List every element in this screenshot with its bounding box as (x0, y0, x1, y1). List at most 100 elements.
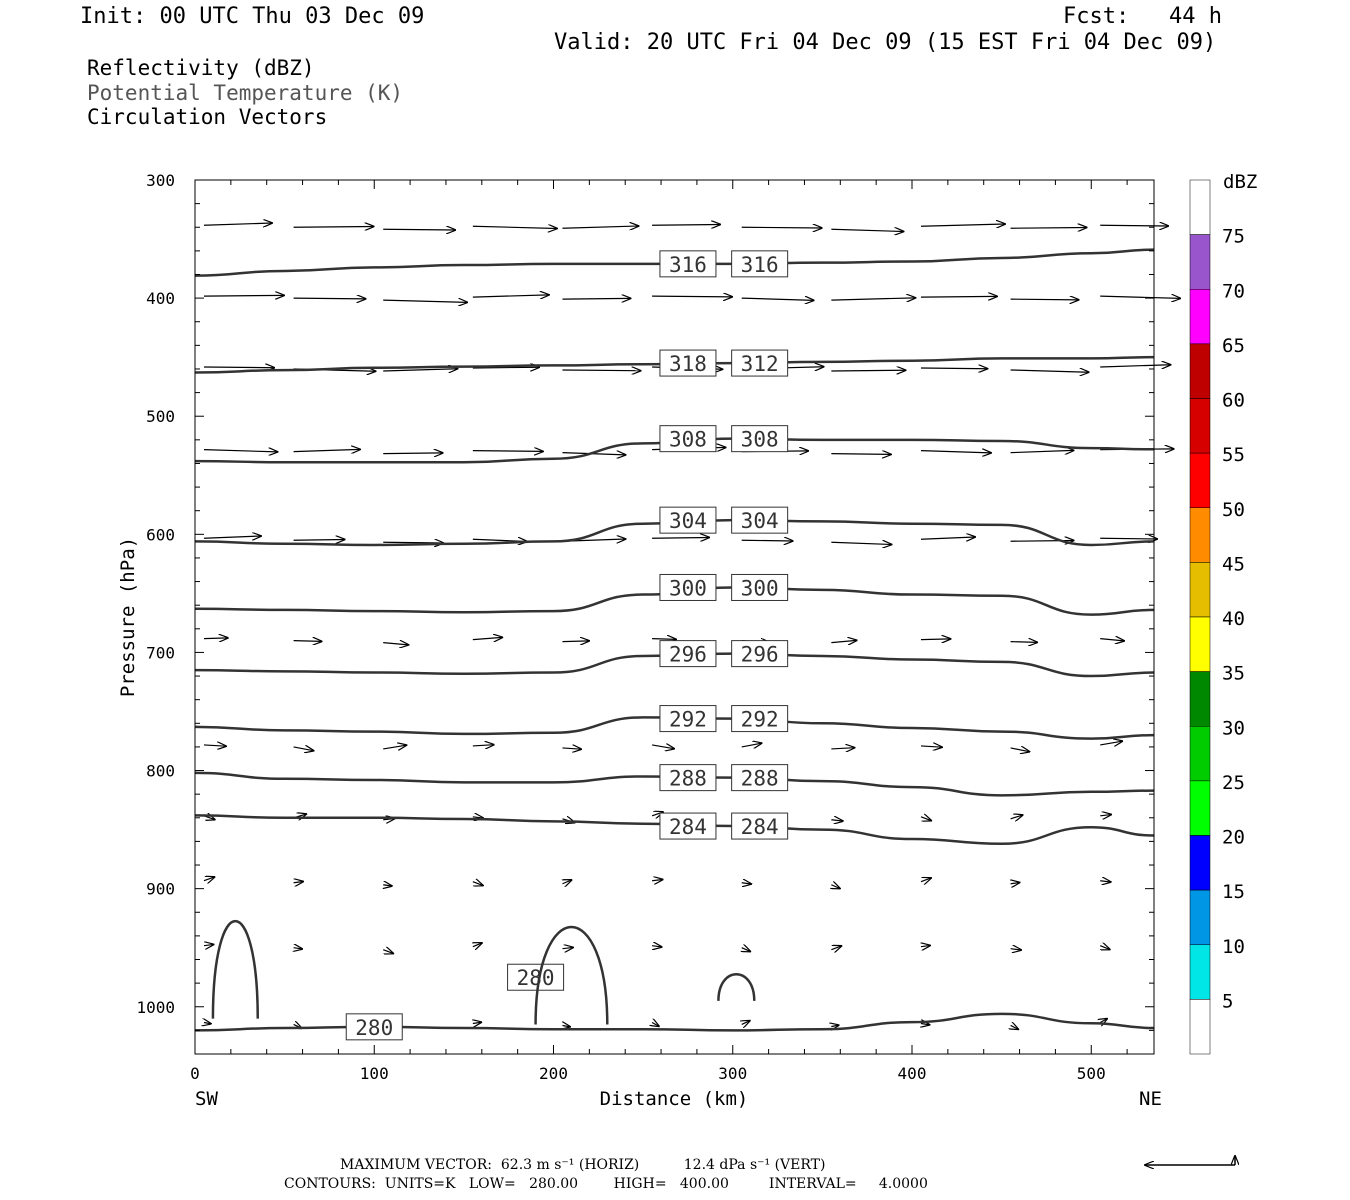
x-tick-label: 100 (360, 1064, 389, 1083)
wind-vector (831, 885, 840, 889)
plot-frame (194, 179, 1155, 1055)
wind-vector (1010, 370, 1089, 372)
reference-vector (1145, 1156, 1235, 1165)
wind-vector (472, 451, 543, 452)
colorbar-label: 50 (1222, 499, 1245, 521)
wind-vector (562, 880, 571, 884)
colorbar-swatch (1189, 835, 1211, 891)
wind-vector (1010, 450, 1074, 452)
contour-label-box (731, 425, 789, 453)
wind-vector (920, 639, 950, 640)
theta-contour-280-cell (534, 926, 609, 1025)
wind-vector (651, 745, 674, 749)
contour-label: 318 (669, 352, 707, 376)
wind-vector (920, 817, 931, 821)
wind-vector (473, 1022, 481, 1023)
contour-label-box (345, 1013, 403, 1041)
contour-label: 304 (741, 509, 779, 533)
wind-vector (831, 229, 903, 231)
contour-label-box (659, 764, 717, 792)
contour-label: 316 (741, 253, 779, 277)
contour-label-box (731, 349, 789, 377)
wind-vector (473, 943, 482, 947)
colorbar-swatch (1189, 398, 1211, 454)
init-time: Init: 00 UTC Thu 03 Dec 09 (80, 4, 425, 29)
colorbar: 5 10 15 20 25 30 35 40 45 50 55 60 65 70 75 (1189, 179, 1245, 1055)
contour-label: 308 (741, 428, 779, 452)
contour-label-box (731, 506, 789, 534)
colorbar-swatch (1189, 671, 1211, 727)
wind-vector (383, 950, 393, 954)
colorbar-label: 55 (1222, 444, 1245, 466)
wind-vector (472, 367, 539, 368)
contour-label-box (659, 812, 717, 840)
wind-vector (741, 883, 752, 884)
wind-vector (920, 451, 991, 453)
contour-label: 288 (669, 767, 707, 791)
wind-vector (1011, 1025, 1019, 1029)
wind-vector (652, 1022, 659, 1026)
wind-vector (383, 300, 467, 302)
wind-vector (741, 540, 793, 541)
wind-vector (472, 226, 557, 228)
wind-vector (1100, 538, 1157, 539)
wind-vector (831, 820, 842, 821)
colorbar-label: 15 (1222, 881, 1245, 903)
contour-label: 316 (669, 253, 707, 277)
x-axis-label: Distance (km) (600, 1088, 749, 1110)
wind-vector (203, 367, 274, 368)
wind-vector (383, 745, 406, 749)
wind-vector (293, 747, 314, 751)
contour-label-box (731, 250, 789, 278)
colorbar-label: 30 (1222, 717, 1245, 739)
contour-label: 308 (669, 428, 707, 452)
wind-vector (1100, 1019, 1107, 1023)
colorbar-label: 20 (1222, 827, 1245, 849)
field-theta: Potential Temperature (K) (87, 81, 404, 105)
contour-label-box (731, 640, 789, 668)
wind-vector (293, 449, 361, 451)
colorbar-swatch (1189, 179, 1211, 235)
field-vectors: Circulation Vectors (87, 105, 328, 129)
x-tick-label: 500 (1077, 1064, 1106, 1083)
contour-label-box (659, 250, 717, 278)
contour-label: 296 (669, 643, 707, 667)
wind-vector (383, 885, 392, 886)
wind-vector (1011, 882, 1020, 883)
wind-vector (562, 370, 640, 371)
contour-label-box (731, 573, 789, 601)
colorbar-label: 40 (1222, 608, 1245, 630)
contour-label-box (659, 349, 717, 377)
wind-vector (562, 226, 638, 228)
contour-label-box (731, 812, 789, 840)
wind-vector (920, 368, 987, 369)
wind-vector (562, 641, 589, 642)
contour-label-box (507, 963, 565, 991)
wind-vector (831, 370, 905, 371)
wind-vector (1010, 642, 1038, 643)
wind-vector (203, 450, 278, 452)
x-left-label: SW (195, 1088, 218, 1110)
wind-vector (741, 743, 762, 747)
wind-vector (562, 947, 573, 948)
wind-vector (831, 640, 856, 642)
wind-vector (831, 454, 891, 455)
valid-time: Valid: 20 UTC Fri 04 Dec 09 (15 EST Fri … (554, 30, 1217, 55)
colorbar-swatch (1189, 780, 1211, 836)
wind-vector (562, 298, 630, 299)
contour-info: CONTOURS: UNITS=K LOW= 280.00 HIGH= 400.… (284, 1176, 928, 1192)
wind-vector (472, 817, 483, 818)
contour-label: 292 (741, 708, 779, 732)
contour-label: 292 (669, 708, 707, 732)
wind-vector (203, 877, 215, 881)
contour-label: 284 (669, 815, 707, 839)
wind-vector (562, 1025, 570, 1026)
y-tick-label: 300 (146, 171, 175, 190)
x-tick-label: 200 (539, 1064, 568, 1083)
colorbar-swatch (1189, 507, 1211, 563)
wind-vector (652, 879, 663, 880)
colorbar-swatch (1189, 726, 1211, 782)
colorbar-label: 70 (1222, 280, 1245, 302)
wind-vector (1100, 946, 1110, 950)
